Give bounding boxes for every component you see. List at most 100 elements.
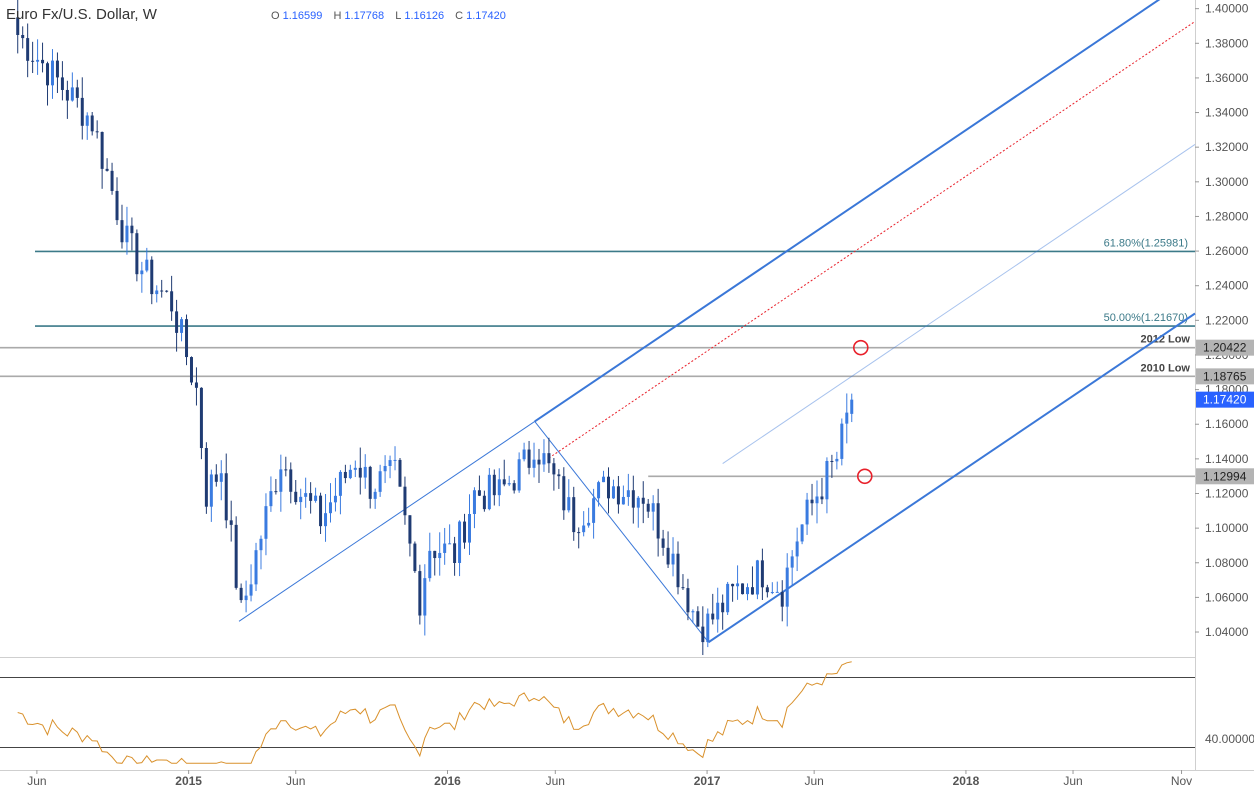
candle-body [135,233,139,275]
candle-body [602,476,606,483]
candle-body [65,89,69,101]
candle-body [100,131,104,169]
candle-body [319,495,323,527]
level-price-tag-text: 1.20422 [1203,341,1247,355]
channel-upper-line [534,0,1161,423]
time-tick-label: Nov [1171,774,1192,788]
price-tick-label: 1.12000 [1205,487,1249,501]
candle-body [75,87,79,98]
time-tick-label: 2017 [694,774,721,788]
candle-body [527,449,531,468]
candle-body [542,453,546,465]
candle-body [55,60,59,78]
time-tick-label: Jun [27,774,46,788]
candle-body [597,482,601,499]
time-tick-label: 2018 [953,774,980,788]
candle-body [755,560,759,595]
ohlc-key: L [395,10,402,22]
level-price-tag [1196,468,1254,485]
candle-body [155,290,159,295]
candle-body [368,466,372,499]
candle-body [721,602,725,613]
level-label: 2010 Low [1140,362,1190,374]
candle-body [706,613,710,643]
candle-body [616,486,620,505]
candle-body [140,270,144,275]
candle-body [611,486,615,499]
fib-level-label: 61.80%(1.25981) [1104,237,1188,249]
candle-body [537,459,541,465]
candle-body [279,469,283,492]
candle-body [229,520,233,525]
candle-body [522,449,526,460]
candle-body [264,506,268,539]
candle-body [552,463,556,475]
candle-body [671,553,675,565]
candle-body [219,473,223,482]
candle-body [249,584,253,596]
candle-body [46,63,50,86]
candle-body [443,543,447,553]
candle-body [254,550,258,585]
pitchfork-handle [534,421,709,643]
candle-body [338,471,342,496]
candle-body [587,522,591,526]
candle-body [661,538,665,548]
candle-body [463,521,467,543]
candle-body [209,474,213,507]
candle-body [224,473,228,521]
candle-body [388,460,392,466]
candle-body [413,543,417,572]
candle-body [810,499,814,504]
candle-body [289,469,293,492]
candle-body [31,60,35,62]
channel-lower-line [707,312,1196,644]
candle-body [656,503,660,539]
candle-body [60,77,64,90]
candle-body [572,497,576,533]
candle-body [373,491,377,499]
time-tick-label: Jun [804,774,823,788]
symbol-title: Euro Fx/U.S. Dollar, W [6,6,157,23]
candle-body [686,588,690,613]
candle-body [145,259,149,271]
time-tick-label: 2015 [175,774,202,788]
candle-body [532,459,536,468]
candle-body [165,290,169,292]
candle-body [795,541,799,557]
candle-body [770,592,774,594]
candle-body [433,550,437,559]
candle-body [582,525,586,533]
candle-body [631,490,635,508]
candle-body [448,543,452,545]
price-tick-label: 1.14000 [1205,452,1249,466]
candle-body [825,460,829,500]
candle-body [592,498,596,523]
candle-body [800,524,804,542]
candle-body [731,583,735,587]
candle-body [438,552,442,559]
candle-body [840,423,844,459]
candle-body [716,602,720,620]
candle-body [760,560,764,588]
channel-quarter-line [722,144,1196,464]
chart-header: Euro Fx/U.S. Dollar, W O 1.16599 H 1.17768… [6,6,514,23]
candle-body [358,467,362,478]
candle-body [170,291,174,312]
level-price-tag [1196,368,1254,385]
candle-body [621,496,625,505]
candle-body [309,493,313,501]
ohlc-value: 1.16599 [282,10,323,22]
candle-body [785,567,789,607]
time-tick-label: Jun [286,774,305,788]
candle-body [294,491,298,503]
candle-body [90,115,94,132]
candle-body [492,474,496,496]
price-tick-label: 1.32000 [1205,140,1249,154]
candle-body [398,459,402,487]
candle-body [383,465,387,472]
candle-body [160,290,164,292]
candle-body [547,453,551,464]
candle-body [194,382,198,388]
